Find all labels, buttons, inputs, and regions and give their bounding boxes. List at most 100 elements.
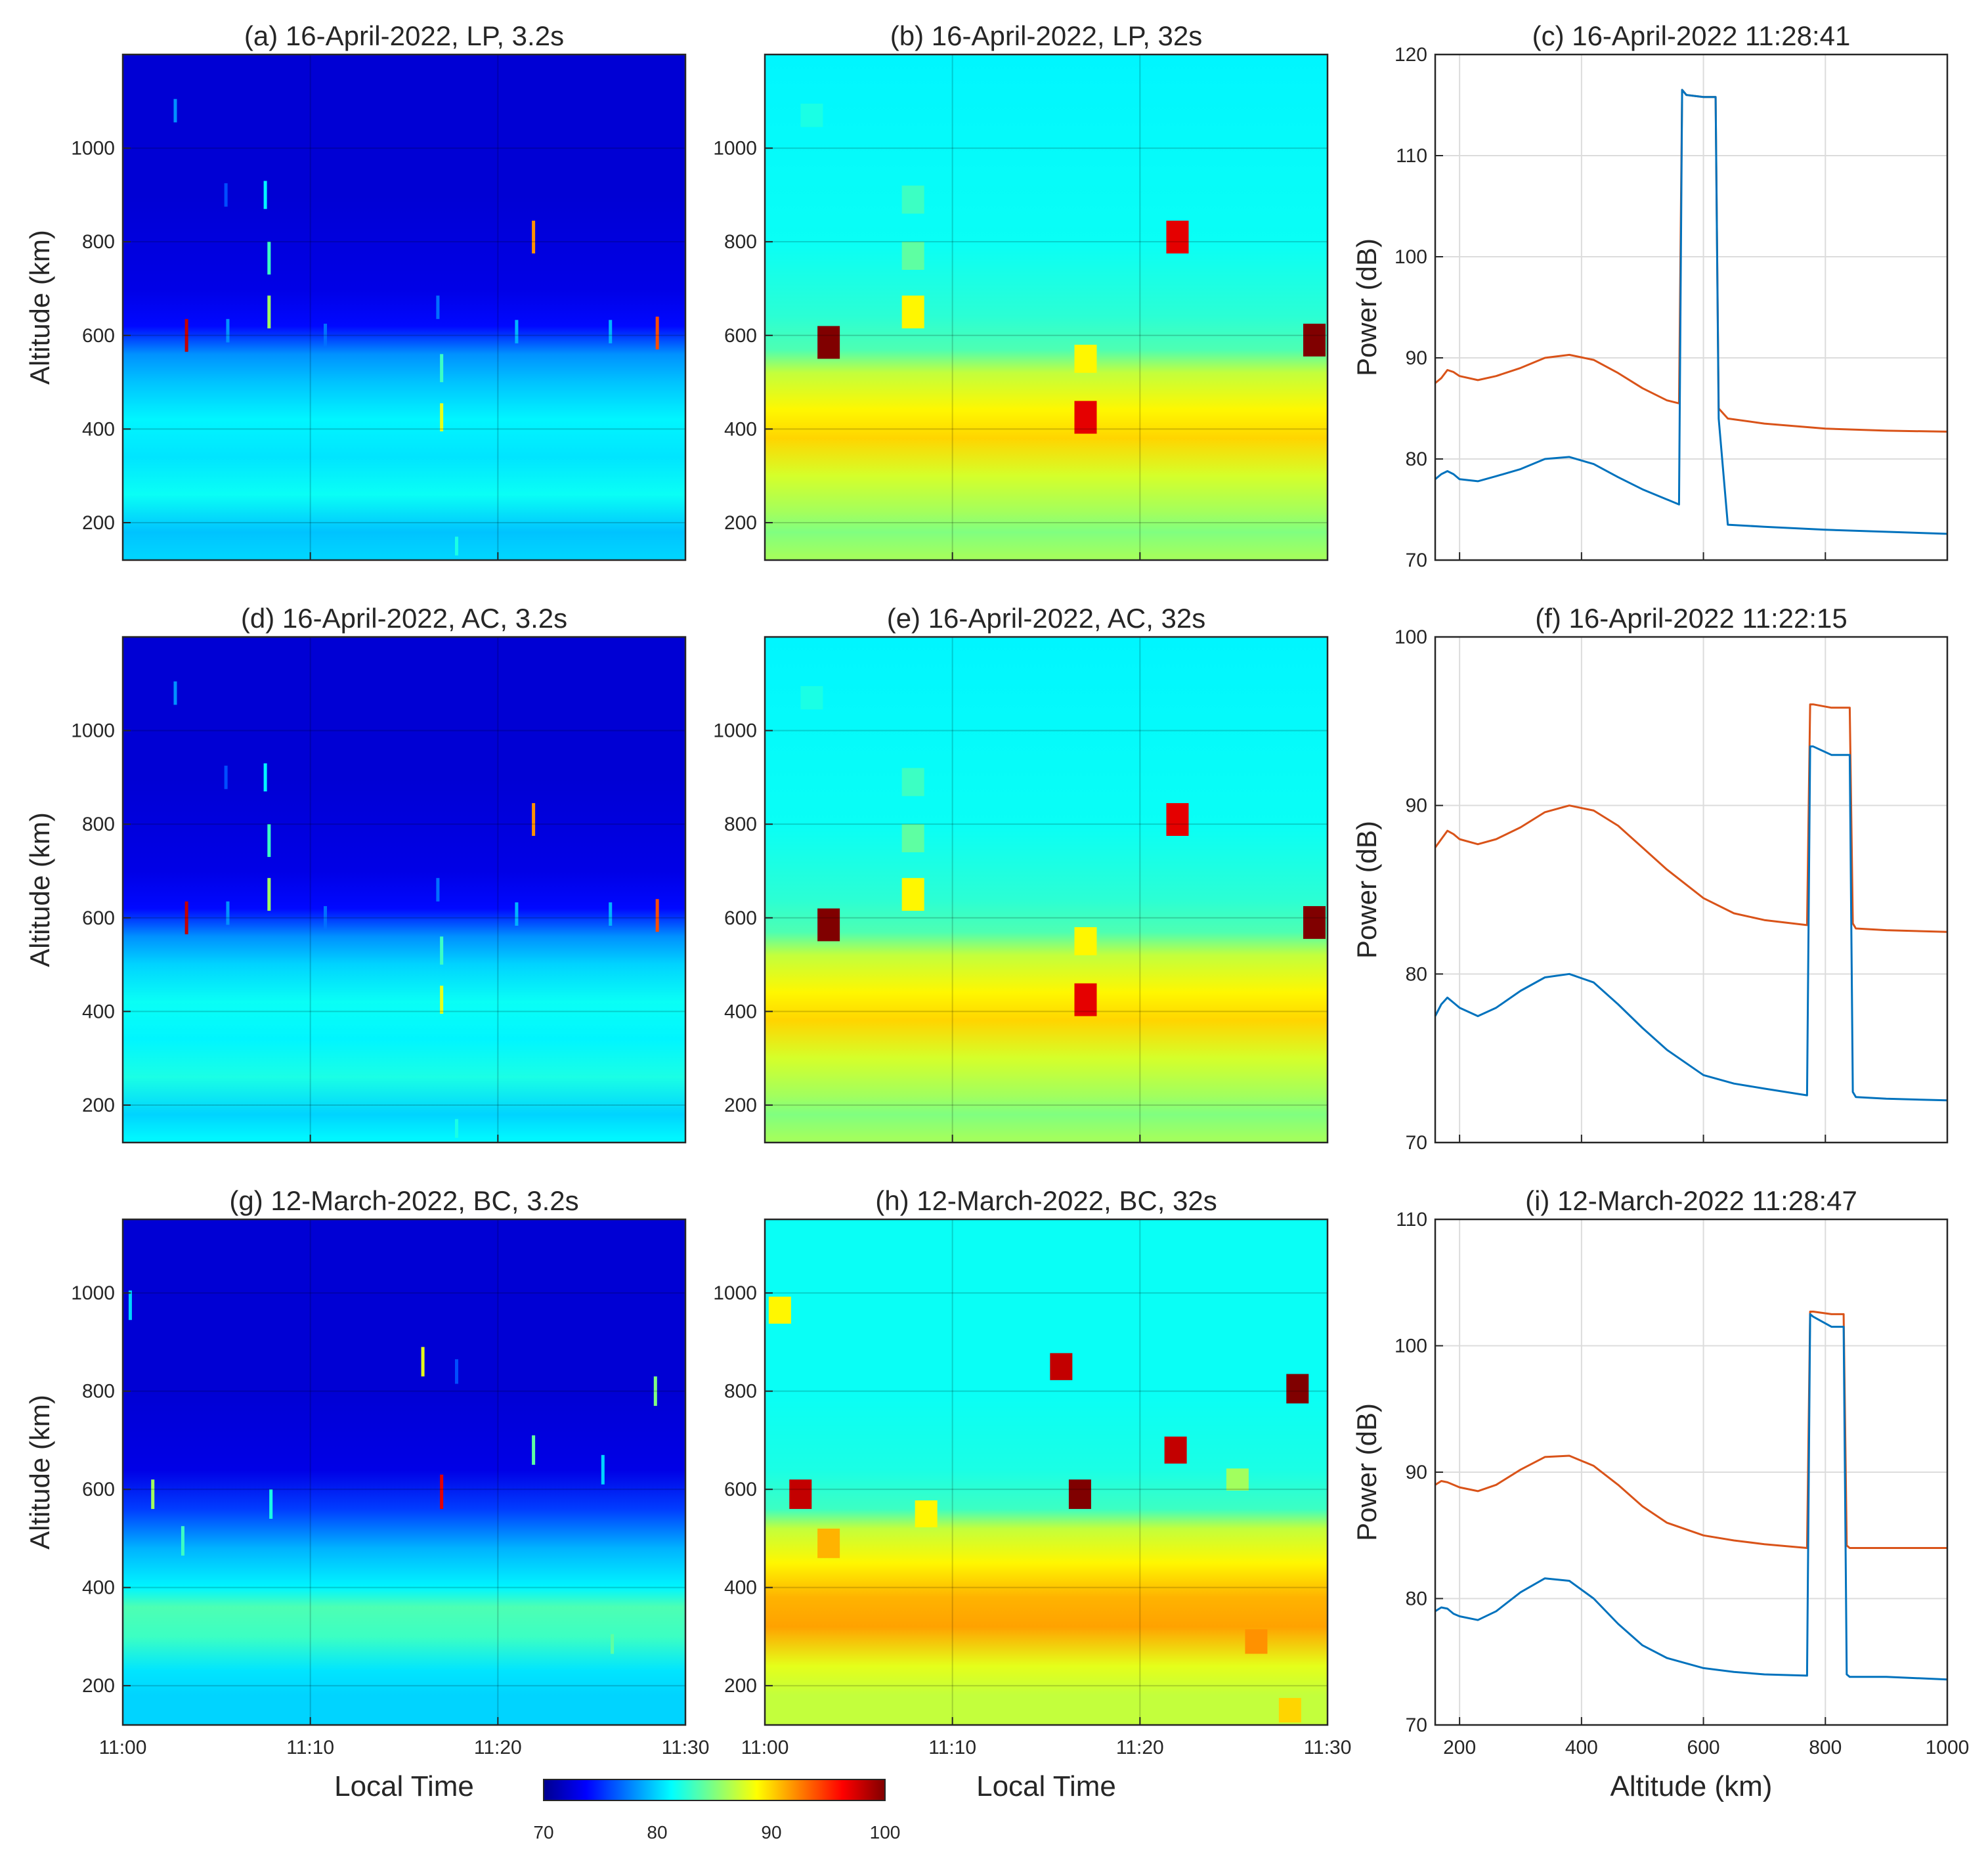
echo-mark: [901, 242, 924, 270]
y-tick-label: 600: [724, 907, 757, 929]
echo-mark: [1226, 1468, 1249, 1491]
echo-mark: [440, 936, 444, 965]
y-tick-label: 200: [724, 1095, 757, 1116]
echo-mark: [421, 1347, 425, 1377]
echo-mark: [1286, 1374, 1309, 1404]
x-tick-label: 11:00: [741, 1737, 789, 1758]
series-line-orange: [1435, 1311, 1947, 1549]
echo-mark: [173, 681, 177, 705]
y-tick-label: 1000: [71, 138, 115, 160]
colorbar: 70 80 90 100: [533, 1779, 900, 1842]
echo-mark: [263, 763, 267, 792]
panel-title: (c) 16-April-2022 11:28:41: [1532, 20, 1851, 51]
y-tick-label: 600: [82, 1479, 115, 1500]
echo-mark: [1068, 1479, 1091, 1510]
echo-mark: [184, 901, 188, 934]
y-axis-label: Power (dB): [1351, 1403, 1382, 1541]
echo-mark: [224, 766, 228, 789]
y-axis-label: Power (dB): [1351, 821, 1382, 959]
panel-a-spectrogram: 200 400 600 800 1000 (a) 16-April-2022, LP, 3…: [24, 20, 687, 561]
y-tick-label: 200: [82, 1675, 115, 1697]
colorbar-tick-label: 90: [761, 1822, 781, 1842]
y-tick-label: 800: [724, 231, 757, 253]
echo-mark: [655, 899, 659, 932]
axes-box: [1434, 636, 1949, 1144]
echo-mark: [440, 403, 444, 431]
echo-mark: [901, 768, 924, 796]
panel-title: (a) 16-April-2022, LP, 3.2s: [244, 20, 564, 51]
echo-mark: [181, 1526, 184, 1556]
y-tick-label: 90: [1406, 347, 1427, 369]
panel-title: (b) 16-April-2022, LP, 32s: [890, 20, 1203, 51]
y-tick-label: 120: [1394, 44, 1427, 66]
echo-mark: [1278, 1697, 1301, 1723]
echo-mark: [1303, 905, 1326, 939]
echo-mark: [454, 1359, 458, 1384]
y-axis-label: Power (dB): [1351, 238, 1382, 376]
echo-mark: [263, 181, 267, 209]
y-tick-label: 70: [1406, 1714, 1427, 1736]
y-tick-label: 100: [1394, 1336, 1427, 1357]
echo-mark: [817, 908, 840, 942]
y-tick-label: 1000: [713, 138, 757, 160]
echo-mark: [1074, 345, 1097, 373]
echo-mark: [269, 1489, 273, 1519]
y-tick-label: 100: [1394, 246, 1427, 268]
y-tick-label: 1000: [71, 1282, 115, 1304]
y-tick-label: 400: [724, 1001, 757, 1022]
echo-mark: [1074, 983, 1097, 1016]
x-tick-label: 11:10: [286, 1737, 334, 1758]
echo-mark: [609, 320, 613, 343]
series-line-orange: [1435, 89, 1948, 433]
panel-title: (g) 12-March-2022, BC, 3.2s: [229, 1185, 578, 1216]
echo-mark: [267, 242, 271, 275]
y-tick-label: 70: [1406, 1132, 1427, 1154]
x-tick-label: 11:30: [1304, 1737, 1352, 1758]
echo-mark: [440, 354, 444, 383]
echo-mark: [915, 1500, 938, 1528]
y-tick-label: 200: [82, 1095, 115, 1116]
y-tick-label: 400: [82, 1577, 115, 1599]
echo-mark: [440, 1474, 444, 1510]
y-tick-label: 200: [724, 1675, 757, 1697]
x-tick-label: 200: [1443, 1737, 1476, 1758]
echo-mark: [901, 295, 924, 329]
y-tick-label: 90: [1406, 1462, 1427, 1483]
panel-title: (d) 16-April-2022, AC, 3.2s: [241, 603, 567, 634]
axes-box: [121, 53, 687, 561]
axes-box: [764, 53, 1329, 561]
echo-mark: [324, 905, 328, 930]
x-tick-label: 800: [1809, 1737, 1842, 1758]
echo-mark: [1074, 927, 1097, 955]
echo-mark: [601, 1454, 605, 1485]
x-tick-label: 11:10: [928, 1737, 976, 1758]
colorbar-tick-label: 100: [870, 1822, 901, 1842]
panel-h-spectrogram: 200 400 600 800 1000 11:00 11:10 11:20 11:30 (h) …: [713, 1185, 1351, 1802]
echo-mark: [609, 902, 613, 926]
y-axis-label: Altitude (km): [24, 1395, 55, 1550]
y-tick-label: 800: [724, 1381, 757, 1403]
y-tick-label: 800: [82, 231, 115, 253]
x-tick-label: 1000: [1926, 1737, 1970, 1758]
panel-title: (f) 16-April-2022 11:22:15: [1535, 603, 1848, 634]
panel-b-spectrogram: 200 400 600 800 1000 (b) 16-April-2022, LP, 3…: [713, 20, 1329, 561]
y-tick-label: 80: [1406, 448, 1427, 470]
y-tick-label: 400: [82, 1001, 115, 1022]
echo-mark: [324, 323, 328, 347]
echo-mark: [817, 1528, 840, 1558]
y-tick-label: 200: [82, 512, 115, 534]
echo-mark: [768, 1296, 791, 1324]
y-tick-label: 1000: [71, 720, 115, 742]
echo-mark: [267, 824, 271, 858]
echo-mark: [901, 185, 924, 214]
y-tick-label: 1000: [713, 1282, 757, 1304]
colorbar-tick-label: 80: [647, 1822, 667, 1842]
echo-mark: [800, 103, 823, 127]
heatmap-background: [765, 54, 1328, 560]
x-tick-label: 600: [1687, 1737, 1720, 1758]
echo-mark: [1164, 1436, 1187, 1464]
heatmap-background: [123, 637, 685, 1143]
x-axis-label: Local Time: [334, 1770, 474, 1802]
echo-mark: [532, 1435, 536, 1465]
